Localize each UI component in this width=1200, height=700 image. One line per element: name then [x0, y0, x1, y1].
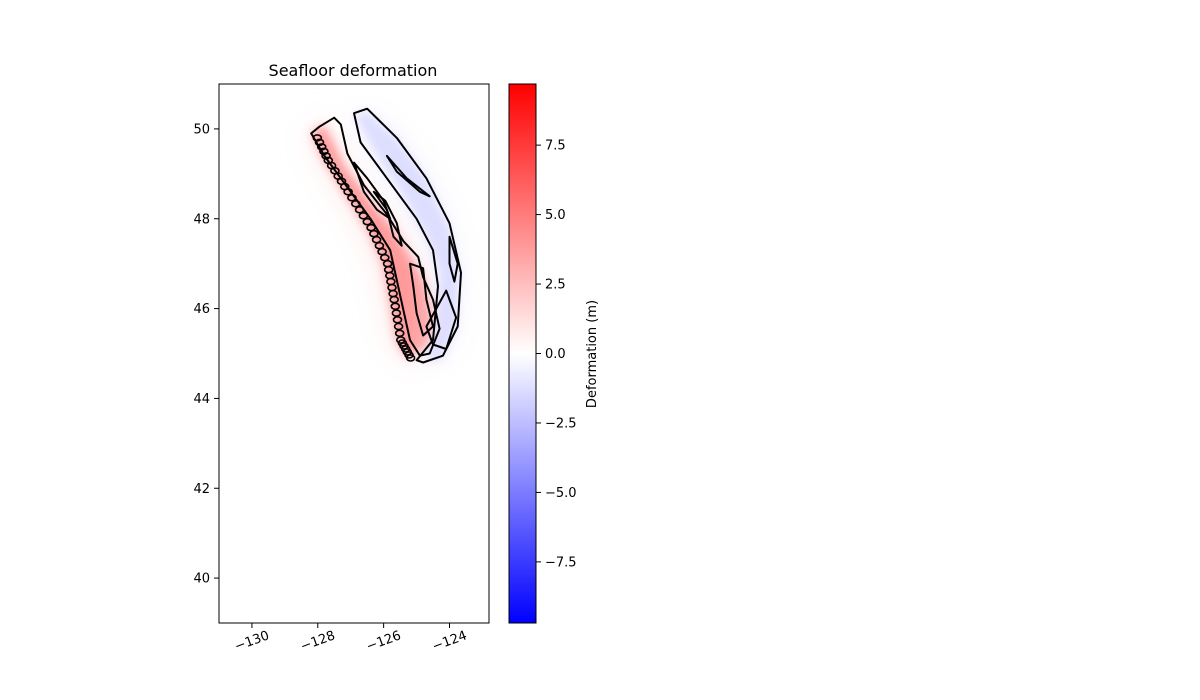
contour-loop: [314, 138, 325, 147]
y-tick-label: 42: [193, 482, 210, 497]
colorbar-tick-label: −7.5: [545, 555, 577, 570]
y-tick-label: 46: [193, 302, 210, 317]
contour-line: [310, 116, 441, 357]
contour-loop: [394, 329, 405, 338]
contour-line: [409, 262, 434, 337]
contour-loop: [391, 309, 402, 317]
y-tick-label: 40: [193, 572, 210, 587]
contour-loop: [316, 143, 327, 151]
contour-loop: [362, 217, 373, 226]
contour-loop: [354, 206, 365, 214]
contour-line: [448, 235, 459, 283]
contour-loop: [323, 156, 334, 165]
y-tick-label: 44: [193, 392, 210, 407]
colorbar-tick-label: −2.5: [545, 416, 577, 431]
contour-line: [353, 161, 392, 220]
contour-loop: [366, 223, 376, 232]
colorbar: [508, 83, 537, 624]
colorbar-tick-label: 2.5: [545, 278, 566, 293]
contour-loop: [321, 152, 331, 160]
x-tick-label: −126: [364, 628, 403, 654]
x-axis: −130 −128 −126 −124: [233, 623, 469, 655]
contour-line: [372, 190, 403, 247]
contour-loop: [350, 200, 361, 208]
x-tick-label: −130: [233, 628, 272, 654]
contour-loop: [347, 194, 357, 202]
contour-loop: [312, 134, 323, 142]
y-axis: 40 42 44 46 48 50: [193, 122, 219, 587]
colorbar-tick-label: 5.0: [545, 208, 566, 223]
contour-lines: [310, 107, 462, 364]
y-tick-label: 50: [193, 122, 210, 137]
contour-line: [385, 154, 431, 198]
contour-line: [353, 107, 462, 364]
x-tick-label: −124: [430, 628, 469, 654]
contour-loop: [319, 147, 329, 156]
colorbar-tick-label: 7.5: [545, 139, 566, 154]
x-tick-label: −128: [299, 628, 338, 654]
contour-loop: [358, 212, 369, 220]
colorbar-axis: −7.5 −5.0 −2.5 0.0 2.5 5.0 7.5: [536, 139, 577, 570]
colorbar-tick-label: 0.0: [545, 347, 566, 362]
colorbar-label: Deformation (m): [585, 300, 600, 408]
y-tick-label: 48: [193, 212, 210, 227]
chart-title: Seafloor deformation: [269, 61, 438, 80]
plot-frame: [218, 83, 490, 624]
colorbar-tick-label: −5.0: [545, 486, 577, 501]
